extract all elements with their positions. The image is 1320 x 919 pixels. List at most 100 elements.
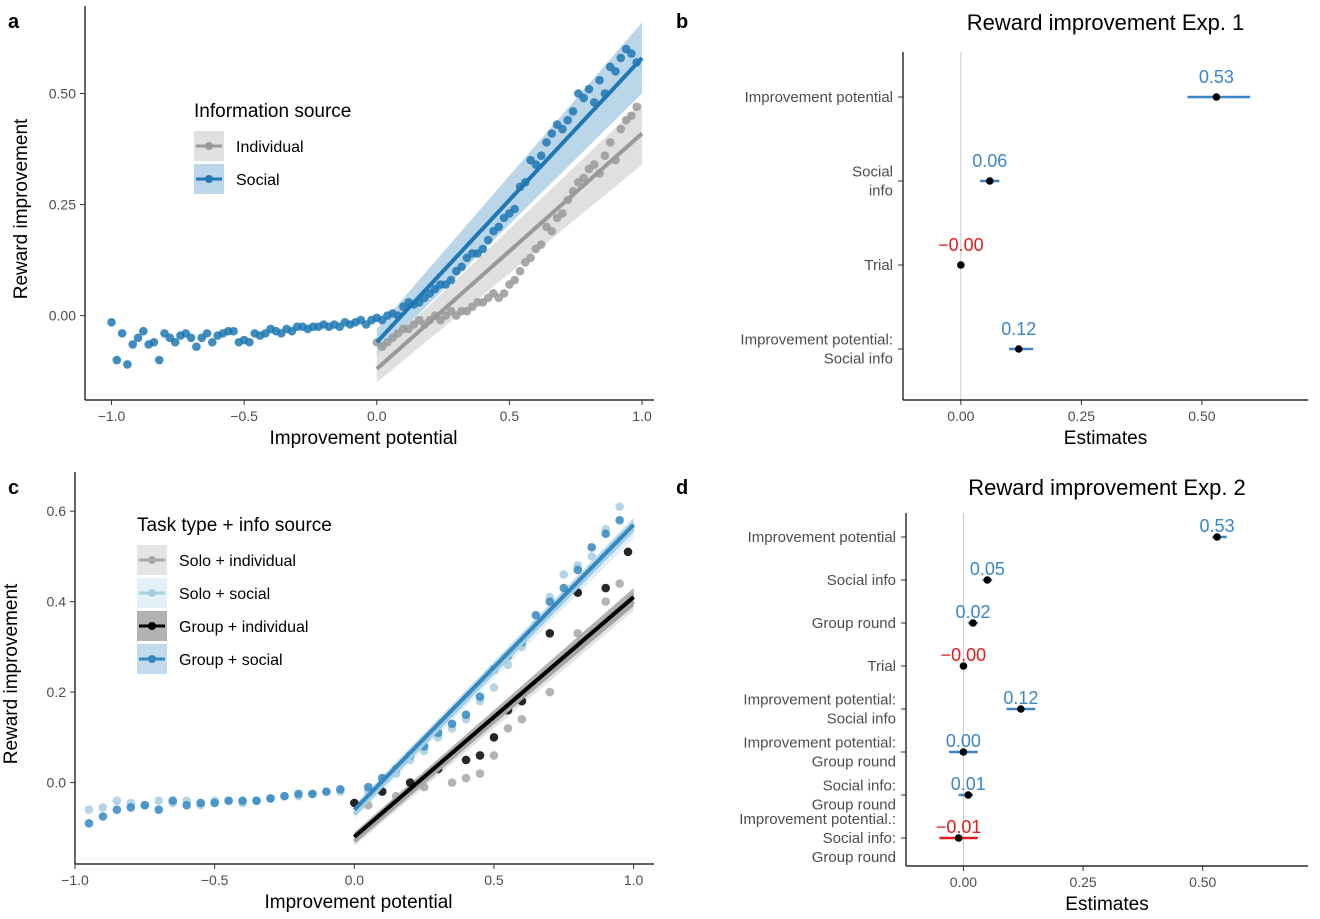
data-point-2-11 [601,583,610,593]
estimate-label-2: 0.02 [955,602,990,622]
data-point-3-0 [84,818,94,828]
legend-label-0: Individual [236,139,304,156]
term-label-3-1: Social info [824,351,893,368]
data-point-2-5 [475,751,485,760]
data-point-1-86 [563,115,573,125]
data-point-3-6 [168,796,178,805]
data-point-3-5 [154,805,164,815]
plot-title: Reward improvement Exp. 2 [968,475,1246,500]
data-point-2-4 [461,755,471,765]
data-point-1-4 [128,340,138,349]
data-point-1-23 [229,326,238,336]
data-point-0-48 [627,111,636,121]
data-point-1-35 [587,552,597,561]
data-point-0-3 [447,778,457,787]
data-point-1-29 [503,660,513,670]
data-point-0-9 [545,687,555,697]
panel-letter-a: a [8,11,20,33]
legend-label-0: Solo + individual [179,553,296,570]
estimate-label-6: 0.01 [951,774,986,794]
data-point-0-29 [526,253,535,263]
panel-a-scatter: −1.0 −0.5 0.0 0.5 1.0 0.00 0.25 0.50 Improvement… [11,6,654,449]
legend-label-1: Social [236,172,280,189]
data-point-0-46 [616,124,626,134]
data-point-1-26 [245,337,254,347]
data-point-3-36 [601,529,610,539]
estimate-point-2 [969,619,977,627]
data-point-3-10 [224,796,233,805]
fit-line-3 [352,523,636,812]
y-tick-label: 0.00 [49,308,76,324]
data-point-0-11 [601,597,610,606]
term-label-3-0: Trial [867,658,896,675]
panel-letter-c: c [8,477,19,499]
term-label-6-1: Group round [812,797,896,814]
data-point-1-82 [542,138,551,147]
data-point-1-5 [133,333,143,343]
x-tick-label: 0.00 [947,408,974,424]
term-label-2-0: Trial [864,257,893,274]
x-tick-label: 1.0 [632,408,652,424]
estimate-point-2 [957,261,965,269]
y-axis-title: Reward improvement [11,118,32,299]
data-point-0-26 [510,275,519,285]
fit-line-0 [375,131,644,371]
term-label-4-0: Improvement potential: [743,692,896,709]
term-label-1-0: Social info [827,572,896,589]
x-axis-title: Estimates [1064,428,1147,449]
fit-line-1 [375,56,644,344]
data-point-1-28 [489,683,499,692]
x-tick-label: 0.0 [345,872,365,888]
estimate-point-0 [1212,93,1221,101]
term-label-0-0: Improvement potential [745,89,893,106]
data-point-1-81 [536,151,546,160]
estimate-point-4 [1017,705,1025,713]
data-point-3-16 [308,789,317,799]
panel-b-coef-plot: Reward improvement Exp. 1 0.53 Improvement… [740,10,1308,449]
data-point-3-13 [266,794,275,803]
data-point-3-4 [140,800,150,810]
data-point-3-34 [573,565,583,575]
x-tick-label: 0.5 [484,872,504,888]
term-label-2-0: Group round [812,615,896,632]
data-point-0-35 [558,209,567,218]
data-point-0-8 [517,714,527,724]
estimate-label-3: −0.00 [941,645,987,665]
data-point-3-11 [238,796,247,805]
estimate-label-0: 0.53 [1199,67,1234,87]
data-point-0-7 [503,723,513,733]
data-point-1-33 [559,570,569,579]
term-label-1-1: info [869,183,893,200]
data-point-1-5 [154,796,164,805]
data-point-1-98 [627,49,636,58]
data-point-3-1 [98,812,108,821]
data-point-1-8 [149,337,159,347]
data-point-3-17 [322,787,331,796]
x-tick-label: 0.5 [500,408,520,424]
y-axis-title: Reward improvement [1,583,22,764]
data-point-3-27 [475,692,485,701]
estimate-point-3 [1014,345,1023,353]
estimate-point-3 [959,662,968,670]
term-label-5-0: Improvement potential: [743,735,896,752]
data-point-1-89 [579,93,588,103]
data-point-3-18 [336,785,345,794]
legend-title: Information source [194,101,351,122]
data-point-1-73 [494,222,504,232]
data-point-1-3 [123,360,132,369]
data-point-0-41 [589,160,599,169]
estimate-point-1 [985,177,994,185]
y-tick-label: 0.50 [49,86,76,102]
term-label-3-0: Improvement potential: [740,332,893,349]
term-label-0-0: Improvement potential [748,529,896,546]
legend-label-3: Group + social [179,652,283,669]
data-point-2-9 [545,628,555,638]
data-point-0-31 [536,240,546,249]
legend-key-dot-1 [148,589,156,597]
data-point-1-37 [615,502,624,511]
estimate-label-5: 0.00 [946,731,981,751]
data-point-3-32 [545,597,555,606]
data-point-0-10 [573,628,583,638]
panel-letter-b: b [676,11,688,33]
data-point-1-18 [202,329,212,338]
